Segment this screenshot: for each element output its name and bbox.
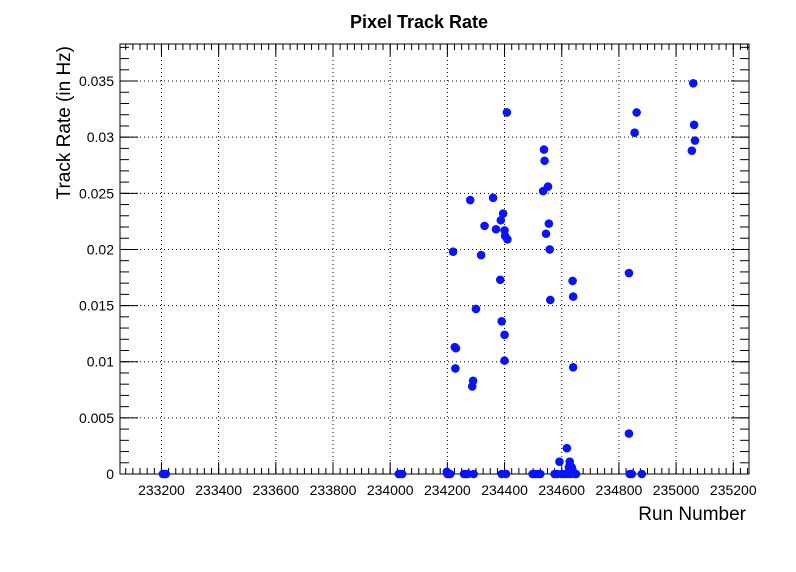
data-point	[544, 219, 554, 228]
x-axis-ticks: 233200 233400 233600 233800 234000 234200 2344…	[125, 44, 757, 498]
data-point	[562, 443, 572, 453]
data-point	[690, 136, 700, 145]
data-points	[158, 78, 700, 479]
data-point	[465, 195, 475, 205]
x-tick-label: 234600	[538, 482, 585, 498]
y-tick-label: 0	[106, 466, 114, 482]
data-point	[501, 469, 511, 479]
data-point	[500, 330, 509, 340]
data-point	[496, 215, 506, 225]
data-point	[488, 193, 498, 203]
data-point	[541, 229, 551, 239]
data-point	[535, 469, 545, 479]
data-point	[630, 128, 639, 137]
plot-frame	[119, 43, 750, 475]
data-point	[451, 364, 460, 373]
y-tick-label: 0.03	[87, 129, 114, 145]
data-point	[687, 146, 697, 155]
data-point	[568, 292, 578, 301]
data-point	[540, 156, 549, 166]
data-point	[637, 469, 647, 479]
x-tick-label: 234200	[424, 482, 471, 498]
data-point	[503, 235, 512, 244]
data-point	[480, 221, 489, 231]
x-tick-label: 233400	[195, 482, 242, 498]
data-point	[539, 145, 549, 154]
data-point	[502, 108, 512, 117]
data-point	[568, 276, 577, 286]
x-tick-label: 233600	[252, 482, 299, 498]
data-point	[161, 469, 171, 479]
data-point	[451, 343, 461, 353]
data-point	[495, 275, 505, 285]
y-tick-label: 0.025	[79, 185, 114, 201]
data-point	[397, 469, 407, 479]
y-tick-label: 0.035	[79, 73, 114, 89]
y-tick-label: 0.02	[87, 241, 114, 257]
data-point	[571, 469, 581, 479]
data-point	[498, 209, 508, 218]
data-point	[545, 295, 555, 305]
y-tick-label: 0.015	[79, 298, 114, 314]
x-tick-label: 235000	[653, 482, 700, 498]
grid-lines	[120, 44, 749, 474]
y-axis-label: Track Rate (in Hz)	[54, 46, 75, 199]
chart-title: Pixel Track Rate	[350, 12, 488, 32]
data-point	[448, 247, 458, 257]
data-point	[627, 469, 637, 479]
x-tick-label: 234400	[481, 482, 528, 498]
y-tick-label: 0.005	[79, 410, 114, 426]
data-point	[497, 317, 506, 326]
data-point	[624, 429, 634, 438]
data-point	[568, 363, 578, 372]
data-point	[469, 469, 478, 479]
data-point	[545, 245, 555, 254]
x-tick-label: 233800	[310, 482, 357, 498]
data-point	[632, 108, 641, 117]
x-tick-label: 235200	[710, 482, 757, 498]
x-axis-label: Run Number	[638, 504, 746, 525]
data-point	[476, 250, 486, 260]
x-tick-label: 234000	[367, 482, 414, 498]
data-point	[445, 469, 455, 479]
y-axis-ticks: 0 0.005 0.01 0.015 0.02 0.025 0.03 0.035	[79, 46, 749, 482]
data-point	[500, 356, 509, 365]
data-point	[688, 78, 698, 88]
data-point	[624, 268, 634, 278]
data-point	[491, 224, 501, 234]
x-tick-label: 233200	[138, 482, 185, 498]
x-tick-label: 234800	[596, 482, 643, 498]
y-tick-label: 0.01	[87, 354, 114, 370]
data-point	[543, 182, 553, 191]
data-point	[468, 376, 478, 386]
data-point	[567, 462, 577, 472]
data-point	[471, 304, 481, 314]
data-point	[555, 457, 564, 466]
data-point	[689, 120, 699, 130]
